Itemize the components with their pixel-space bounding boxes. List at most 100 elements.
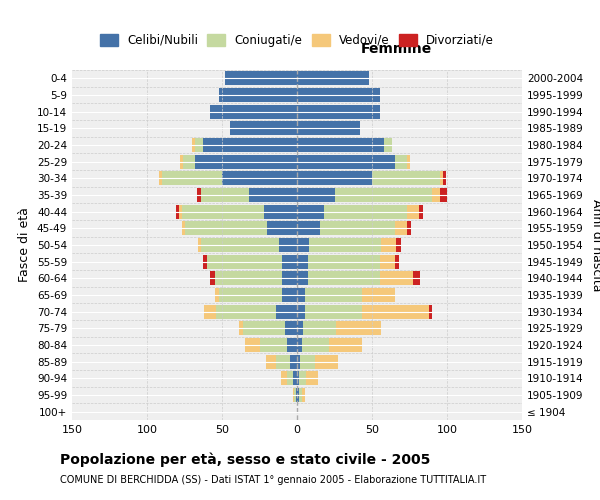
Bar	[407, 154, 409, 169]
Bar	[320, 221, 395, 236]
Bar	[384, 138, 392, 152]
Bar	[225, 72, 297, 86]
Bar	[204, 304, 216, 319]
Bar	[297, 254, 308, 269]
Bar	[297, 322, 303, 336]
Bar	[396, 238, 401, 252]
Bar	[239, 322, 243, 336]
Bar	[249, 188, 297, 202]
Bar	[245, 338, 260, 352]
Bar	[185, 221, 267, 236]
Bar	[299, 388, 302, 402]
Bar	[293, 371, 297, 386]
Bar	[306, 371, 318, 386]
Bar	[287, 338, 297, 352]
Bar	[439, 188, 447, 202]
Bar	[324, 204, 407, 219]
Bar	[297, 154, 395, 169]
Bar	[407, 204, 419, 219]
Bar	[297, 288, 305, 302]
Bar	[305, 288, 361, 302]
Bar	[198, 238, 201, 252]
Bar	[281, 371, 287, 386]
Bar	[260, 338, 287, 352]
Bar	[297, 338, 302, 352]
Bar	[395, 221, 407, 236]
Bar	[315, 354, 337, 369]
Bar	[361, 304, 429, 319]
Bar	[279, 238, 297, 252]
Bar	[297, 72, 369, 86]
Text: Popolazione per età, sesso e stato civile - 2005: Popolazione per età, sesso e stato civil…	[60, 452, 430, 467]
Bar	[210, 271, 215, 285]
Bar	[294, 388, 296, 402]
Bar	[305, 304, 361, 319]
Bar	[159, 172, 162, 185]
Bar	[308, 271, 380, 285]
Bar	[380, 254, 395, 269]
Bar	[407, 221, 411, 236]
Bar	[381, 238, 396, 252]
Bar	[195, 154, 297, 169]
Bar	[162, 172, 222, 185]
Bar	[297, 354, 300, 369]
Bar	[290, 354, 297, 369]
Bar	[176, 204, 179, 219]
Bar	[395, 254, 399, 269]
Bar	[182, 204, 264, 219]
Bar	[297, 238, 309, 252]
Bar	[276, 354, 290, 369]
Bar	[222, 172, 297, 185]
Bar	[293, 388, 294, 402]
Text: Femmine: Femmine	[361, 42, 431, 56]
Bar	[297, 221, 320, 236]
Bar	[308, 254, 380, 269]
Bar	[197, 188, 201, 202]
Bar	[282, 254, 297, 269]
Bar	[297, 304, 305, 319]
Bar	[201, 238, 279, 252]
Bar	[297, 188, 335, 202]
Bar	[229, 122, 297, 136]
Bar	[210, 104, 297, 118]
Bar	[282, 271, 297, 285]
Bar	[297, 371, 299, 386]
Y-axis label: Fasce di età: Fasce di età	[19, 208, 31, 282]
Bar	[201, 188, 249, 202]
Bar	[329, 338, 361, 352]
Bar	[219, 88, 297, 102]
Bar	[192, 138, 195, 152]
Bar	[276, 304, 297, 319]
Bar	[300, 354, 315, 369]
Bar	[372, 172, 439, 185]
Bar	[297, 271, 308, 285]
Bar	[413, 271, 420, 285]
Bar	[335, 188, 432, 202]
Bar	[296, 388, 297, 402]
Bar	[297, 104, 380, 118]
Bar	[215, 288, 219, 302]
Bar	[216, 304, 276, 319]
Bar	[336, 322, 381, 336]
Bar	[419, 204, 423, 219]
Bar	[299, 371, 306, 386]
Bar	[182, 221, 185, 236]
Bar	[183, 154, 195, 169]
Bar	[297, 88, 380, 102]
Bar	[302, 388, 305, 402]
Bar	[180, 154, 183, 169]
Bar	[297, 204, 324, 219]
Bar	[302, 338, 329, 352]
Bar	[267, 221, 297, 236]
Bar	[285, 322, 297, 336]
Bar	[309, 238, 381, 252]
Bar	[265, 354, 276, 369]
Bar	[303, 322, 336, 336]
Bar	[297, 388, 299, 402]
Bar	[432, 188, 439, 202]
Bar	[439, 172, 443, 185]
Bar	[443, 172, 445, 185]
Text: COMUNE DI BERCHIDDA (SS) - Dati ISTAT 1° gennaio 2005 - Elaborazione TUTTITALIA.: COMUNE DI BERCHIDDA (SS) - Dati ISTAT 1°…	[60, 475, 486, 485]
Bar	[395, 154, 407, 169]
Bar	[179, 204, 182, 219]
